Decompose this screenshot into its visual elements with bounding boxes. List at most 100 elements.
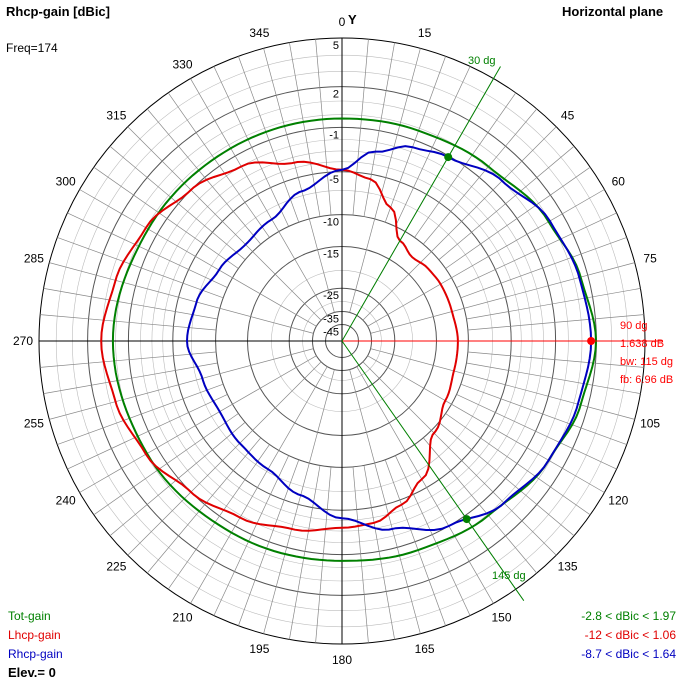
radial-tick-label: 5 xyxy=(333,40,339,52)
grid-spoke xyxy=(289,42,321,217)
grid-spoke xyxy=(460,237,627,299)
polar-curves xyxy=(100,117,598,562)
grid-spoke xyxy=(67,394,228,470)
marker-145-label: 145 dg xyxy=(492,570,526,582)
legend-tot-name: Tot-gain xyxy=(8,609,51,623)
grid-spoke xyxy=(367,189,605,327)
grid-spoke xyxy=(190,366,328,604)
grid-spoke xyxy=(146,108,261,245)
radial-tick-label: -35 xyxy=(323,314,339,326)
polar-overlay xyxy=(341,66,663,601)
grid-spoke xyxy=(167,92,270,238)
grid-spoke xyxy=(445,413,591,516)
grid-spoke xyxy=(456,212,617,288)
grid-spoke xyxy=(167,444,270,590)
grid-spoke xyxy=(263,369,335,634)
radial-tick-label: -15 xyxy=(323,249,339,261)
grid-spoke xyxy=(349,48,421,313)
grid-spoke xyxy=(370,262,635,334)
angle-tick-label: 255 xyxy=(24,417,44,431)
angle-tick-label: 135 xyxy=(558,560,578,574)
grid-spoke xyxy=(67,212,228,288)
beamwidth-dot xyxy=(444,153,453,162)
grid-spoke xyxy=(263,48,335,313)
grid-spoke xyxy=(438,422,575,537)
grid-spoke xyxy=(43,362,218,394)
grid-spoke xyxy=(414,92,517,238)
grid-spoke xyxy=(384,56,446,223)
marker-angle-label: 90 dg xyxy=(620,320,648,332)
grid-spoke xyxy=(146,437,261,574)
radial-tick-label: 2 xyxy=(333,89,339,101)
grid-spoke xyxy=(43,288,218,320)
elevation-label: Elev.= 0 xyxy=(8,665,56,680)
legend-tot-range: -2.8 < dBic < 1.97 xyxy=(581,609,676,623)
grid-spoke xyxy=(315,39,332,216)
grid-spoke xyxy=(363,42,395,217)
grid-spoke xyxy=(466,288,641,320)
marker-bw-label: bw: 115 dg xyxy=(620,356,674,368)
grid-spoke xyxy=(49,262,314,334)
grid-spoke xyxy=(57,383,224,445)
grid-spoke xyxy=(370,348,635,420)
grid-spoke xyxy=(423,108,538,245)
grid-spoke xyxy=(238,56,300,223)
radial-tick-label: -45 xyxy=(323,327,339,339)
grid-spoke xyxy=(213,455,289,616)
grid-spoke xyxy=(362,126,557,321)
grid-spoke xyxy=(445,166,591,269)
angle-tick-label: 45 xyxy=(561,108,575,122)
grid-spoke xyxy=(127,126,322,321)
legend-lhcp-range: -12 < dBic < 1.06 xyxy=(584,628,676,642)
grid-spoke xyxy=(438,145,575,260)
grid-spoke xyxy=(362,361,557,556)
grid-spoke xyxy=(423,437,538,574)
grid-spoke xyxy=(213,66,289,227)
main-beam-dot xyxy=(587,337,596,345)
grid-spoke xyxy=(79,189,317,327)
angle-tick-label: 120 xyxy=(608,494,628,508)
grid-spoke xyxy=(467,351,644,368)
grid-spoke xyxy=(367,355,605,493)
grid-spoke xyxy=(40,314,217,331)
grid-spoke xyxy=(352,39,369,216)
plane-label: Horizontal plane xyxy=(562,4,664,19)
y-axis-label: Y xyxy=(348,12,357,27)
grid-spoke xyxy=(384,459,446,626)
angle-tick-label: 75 xyxy=(643,251,657,265)
grid-spoke xyxy=(49,348,314,420)
angle-tick-label: 240 xyxy=(56,494,76,508)
grid-spoke xyxy=(93,413,239,516)
legend-lhcp-name: Lhcp-gain xyxy=(8,628,61,642)
angle-tick-label: 345 xyxy=(249,26,269,40)
angle-tick-label: 315 xyxy=(106,108,126,122)
grid-spoke xyxy=(395,66,471,227)
marker-30-label: 30 dg xyxy=(468,55,496,67)
angle-tick-label: 210 xyxy=(172,610,192,624)
grid-spoke xyxy=(356,366,494,604)
angle-tick-label: 105 xyxy=(640,417,660,431)
legend-rhcp-name: Rhcp-gain xyxy=(8,647,63,661)
angle-tick-label: 195 xyxy=(249,642,269,656)
angle-tick-label: 180 xyxy=(332,653,352,667)
angle-tick-label: 225 xyxy=(106,560,126,574)
angle-tick-label: 0 xyxy=(339,15,346,29)
angle-tick-label: 60 xyxy=(612,175,626,189)
angle-tick-label: 15 xyxy=(418,26,432,40)
angle-tick-label: 300 xyxy=(56,175,76,189)
grid-spoke xyxy=(289,465,321,640)
grid-spoke xyxy=(466,362,641,394)
legend-rhcp-range: -8.7 < dBic < 1.64 xyxy=(581,647,676,661)
grid-spoke xyxy=(109,422,246,537)
series-tot-gainline xyxy=(111,117,598,562)
grid-spoke xyxy=(127,361,322,556)
marker-fb-label: fb: 6.96 dB xyxy=(620,374,674,386)
grid-spoke xyxy=(467,314,644,331)
grid-spoke xyxy=(109,145,246,260)
grid-spoke xyxy=(315,466,332,643)
radial-tick-label: -1 xyxy=(329,129,339,141)
grid-spoke xyxy=(456,394,617,470)
series-lhcp-gainline xyxy=(100,160,459,532)
grid-spoke xyxy=(352,466,369,643)
angle-tick-label: 330 xyxy=(172,58,192,72)
